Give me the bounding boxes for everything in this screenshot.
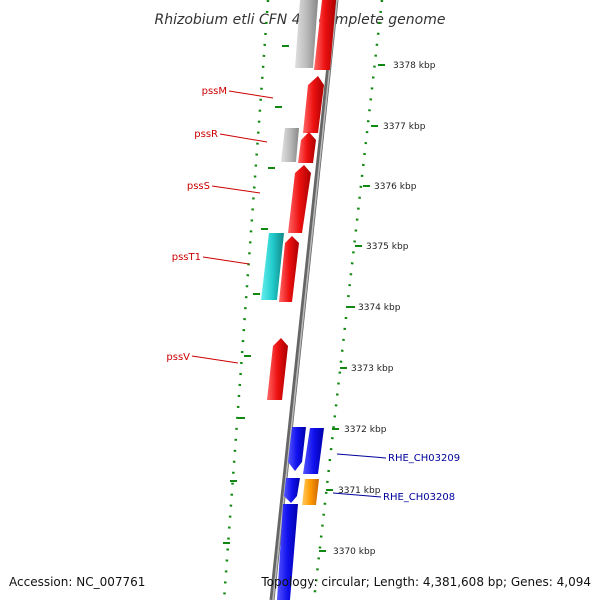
gene-pssS[interactable] (288, 165, 311, 233)
gene-label-pssT1[interactable]: pssT1 (172, 252, 201, 263)
inner-ring-dashes (223, 45, 289, 544)
gene-pssV[interactable] (267, 338, 288, 400)
pssT1-leader (202, 256, 250, 265)
gene-blue-bottom[interactable] (277, 504, 298, 600)
gene-label-pssR[interactable]: pssR (194, 129, 218, 140)
gene-label-rhe-ch03208[interactable]: RHE_CH03208 (383, 492, 455, 503)
scale-label: 3372 kbp (344, 425, 387, 435)
scale-label: 3378 kbp (393, 61, 436, 71)
scale-label: 3376 kbp (374, 182, 417, 192)
rhe-ch03209-leader (336, 453, 387, 459)
pssV-leader (191, 355, 239, 364)
gene-gray-pssR[interactable] (281, 128, 299, 162)
inner-dotted-ring (222, 0, 270, 600)
genome-backbone-highlight (272, 0, 338, 600)
gene-label-pssM[interactable]: pssM (202, 86, 227, 97)
topology-text: Topology: circular; Length: 4,381,608 bp… (260, 575, 591, 589)
gene-rhe-ch03208[interactable] (302, 479, 319, 505)
scale-label: 3375 kbp (366, 242, 409, 252)
genome-backbone (269, 0, 339, 600)
gene-pssR[interactable] (298, 132, 316, 163)
scale-label: 3370 kbp (333, 547, 376, 557)
gene-rhe-ch03209[interactable] (303, 428, 324, 474)
scale-ticks (319, 64, 385, 552)
pssR-leader (219, 133, 268, 143)
pssM-leader (228, 90, 274, 99)
gene-blue-3[interactable] (284, 478, 300, 503)
gene-label-pssV[interactable]: pssV (166, 352, 190, 363)
scale-label: 3377 kbp (383, 122, 426, 132)
pssS-leader (211, 185, 261, 194)
rhe-ch03208-leader (332, 492, 382, 498)
gene-label-rhe-ch03209[interactable]: RHE_CH03209 (388, 453, 460, 464)
scale-label: 3373 kbp (351, 364, 394, 374)
gene-red-top[interactable] (314, 0, 336, 70)
scale-label: 3374 kbp (358, 303, 401, 313)
gene-cyan[interactable] (261, 233, 284, 300)
gene-blue-1[interactable] (288, 427, 306, 471)
accession-text: Accession: NC_007761 (9, 575, 145, 589)
gene-pssT1[interactable] (279, 236, 299, 302)
gene-gray-top[interactable] (295, 0, 318, 68)
gene-pssM[interactable] (303, 76, 324, 133)
scale-label: 3371 kbp (338, 486, 381, 496)
outer-dotted-ring (312, 0, 384, 600)
gene-label-pssS[interactable]: pssS (187, 181, 210, 192)
